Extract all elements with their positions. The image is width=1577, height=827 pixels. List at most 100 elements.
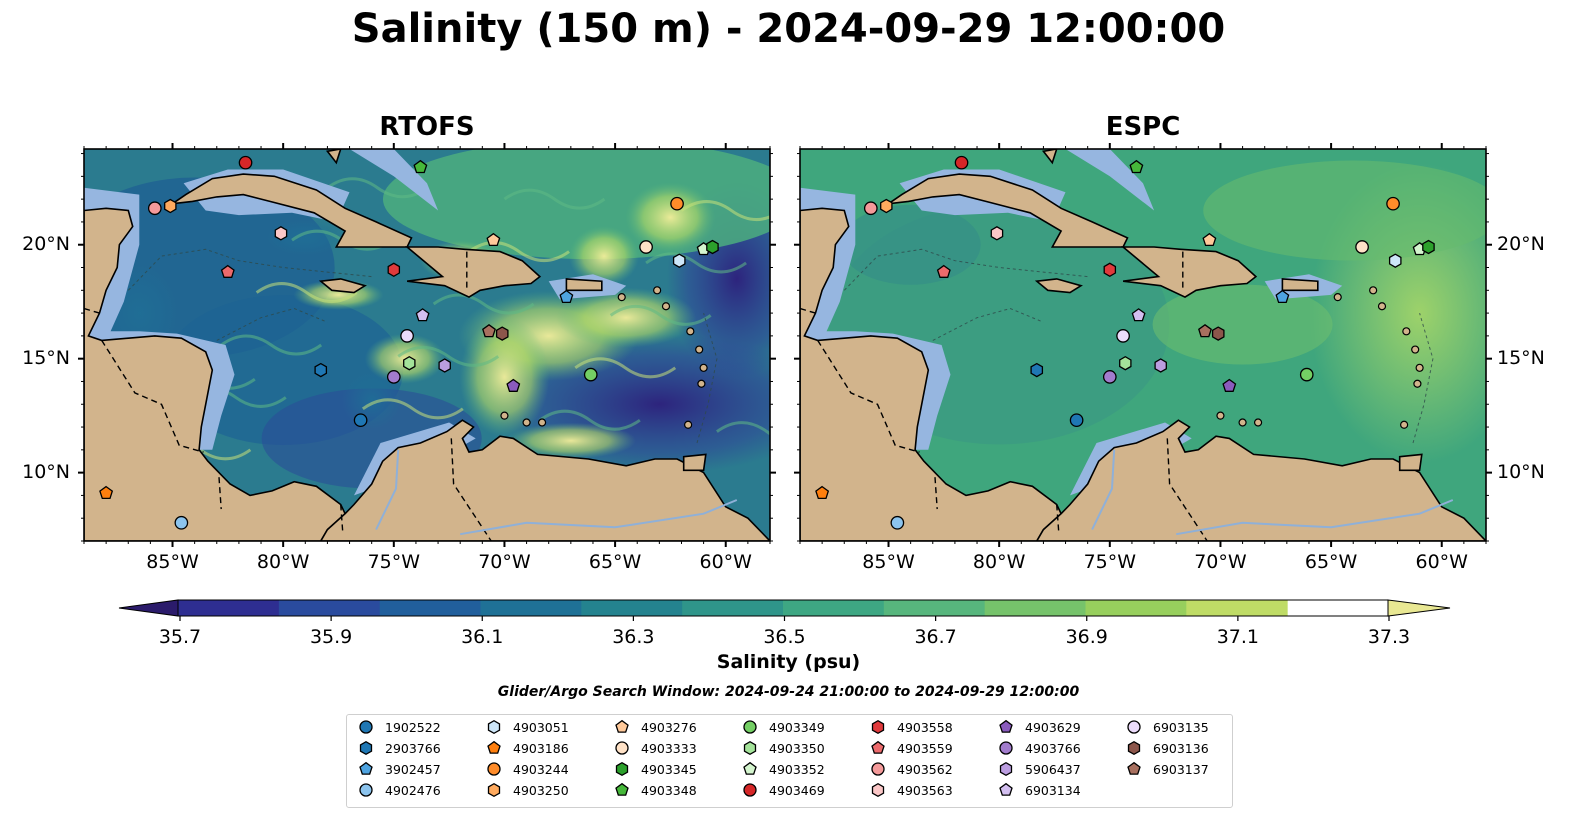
pentagon-marker-icon bbox=[999, 782, 1013, 796]
legend-item: 4903345 bbox=[613, 759, 697, 779]
y-tick-label-right: 15°N bbox=[1497, 346, 1545, 369]
float-marker-4903766 bbox=[386, 370, 401, 384]
legend-item: 4903766 bbox=[997, 738, 1081, 758]
legend-label: 1902522 bbox=[385, 719, 441, 735]
hexagon-marker-icon bbox=[615, 761, 629, 777]
legend-label: 4903333 bbox=[641, 740, 697, 756]
x-tick-label: 70°W bbox=[478, 551, 531, 573]
y-tick-label-right: 20°N bbox=[1497, 232, 1545, 255]
legend-label: 4903629 bbox=[1025, 719, 1081, 735]
float-marker-6903137 bbox=[482, 323, 496, 338]
float-marker-4903469 bbox=[954, 155, 969, 170]
colorbar-tick-label: 36.9 bbox=[1065, 626, 1108, 648]
float-marker-4903559 bbox=[220, 264, 235, 278]
x-tick-label: 65°W bbox=[1304, 551, 1358, 573]
hexagon-marker-icon bbox=[999, 761, 1013, 777]
legend-item: 5906437 bbox=[997, 759, 1081, 779]
float-marker-4903562 bbox=[863, 201, 878, 216]
legend-item: 4903333 bbox=[613, 738, 697, 758]
legend-item: 4903469 bbox=[741, 780, 825, 800]
float-marker-3902457 bbox=[559, 289, 574, 304]
legend-label: 4903469 bbox=[769, 782, 825, 798]
float-marker-4903333 bbox=[639, 240, 653, 254]
y-tick-label-right: 10°N bbox=[1497, 460, 1545, 483]
hexagon-marker-icon bbox=[871, 782, 885, 798]
float-marker-4903349 bbox=[1299, 367, 1314, 382]
colorbar-tick-label: 36.1 bbox=[461, 626, 504, 648]
colorbar-tick-label: 37.1 bbox=[1216, 626, 1260, 648]
float-marker-4903563 bbox=[990, 226, 1004, 241]
legend-label: 4903244 bbox=[513, 761, 569, 777]
legend-item: 4903250 bbox=[485, 780, 569, 800]
search-window-text: Glider/Argo Search Window: 2024-09-24 21… bbox=[497, 684, 1080, 700]
float-marker-4903051 bbox=[1388, 253, 1402, 268]
legend-label: 6903137 bbox=[1153, 761, 1209, 777]
x-tick-label: 75°W bbox=[367, 551, 421, 573]
legend-label: 6903134 bbox=[1025, 782, 1081, 798]
float-marker-6903134 bbox=[415, 308, 430, 322]
legend-label: 6903135 bbox=[1153, 719, 1209, 735]
pentagon-marker-icon bbox=[359, 761, 373, 775]
legend-label: 4903558 bbox=[897, 719, 953, 735]
x-tick-label: 70°W bbox=[1194, 551, 1247, 573]
circle-marker-icon bbox=[871, 762, 885, 776]
float-marker-1902522 bbox=[1069, 413, 1084, 428]
x-tick-label: 60°W bbox=[699, 551, 752, 573]
float-marker-4903276 bbox=[486, 232, 501, 247]
colorbar-label: Salinity (psu) bbox=[716, 651, 861, 673]
float-marker-4903558 bbox=[387, 262, 401, 278]
legend-item: 6903135 bbox=[1125, 717, 1209, 737]
legend-item: 4903629 bbox=[997, 717, 1081, 737]
legend-item: 4903559 bbox=[869, 738, 953, 758]
float-marker-4903350 bbox=[1119, 355, 1132, 371]
panel-title-rtofs: RTOFS bbox=[379, 112, 475, 142]
espc-map-panel bbox=[794, 143, 1492, 547]
hexagon-marker-icon bbox=[487, 782, 501, 798]
legend-item: 6903137 bbox=[1125, 759, 1209, 779]
legend-item: 1902522 bbox=[357, 717, 441, 737]
legend-label: 4903349 bbox=[769, 719, 825, 735]
float-marker-4903563 bbox=[274, 226, 288, 241]
colorbar-tick-label: 36.5 bbox=[763, 626, 806, 648]
circle-marker-icon bbox=[359, 720, 373, 734]
legend-item: 6903136 bbox=[1125, 738, 1209, 758]
legend-item: 4903276 bbox=[613, 717, 697, 737]
float-marker-4903629 bbox=[506, 378, 521, 392]
colorbar-tick-label: 35.7 bbox=[158, 626, 202, 648]
legend-label: 3902457 bbox=[385, 761, 441, 777]
legend-item: 3902457 bbox=[357, 759, 441, 779]
legend-item: 4903350 bbox=[741, 738, 825, 758]
float-marker-4903345 bbox=[706, 239, 719, 255]
pentagon-marker-icon bbox=[743, 761, 757, 775]
float-marker-4903333 bbox=[1355, 240, 1369, 254]
legend-item: 4902476 bbox=[357, 780, 441, 800]
float-marker-6903135 bbox=[400, 329, 414, 343]
x-tick-label: 85°W bbox=[146, 551, 199, 573]
hexagon-marker-icon bbox=[359, 740, 373, 756]
x-tick-label: 65°W bbox=[588, 551, 642, 573]
float-marker-4903349 bbox=[583, 367, 598, 382]
legend-label: 4903350 bbox=[769, 740, 825, 756]
legend-item: 6903134 bbox=[997, 780, 1081, 800]
float-marker-4903276 bbox=[1202, 232, 1217, 247]
circle-marker-icon bbox=[359, 783, 373, 797]
legend-label: 4903559 bbox=[897, 740, 953, 756]
float-marker-5906437 bbox=[1154, 358, 1167, 373]
legend-item: 4903349 bbox=[741, 717, 825, 737]
x-tick-label: 85°W bbox=[862, 551, 915, 573]
legend-item: 4903352 bbox=[741, 759, 825, 779]
x-tick-label: 80°W bbox=[256, 551, 310, 573]
float-marker-4903629 bbox=[1222, 378, 1237, 392]
legend-label: 4903186 bbox=[513, 740, 569, 756]
legend-item: 4903051 bbox=[485, 717, 569, 737]
legend-label: 4903348 bbox=[641, 782, 697, 798]
float-marker-2903766 bbox=[1030, 362, 1044, 378]
legend-item: 4903563 bbox=[869, 780, 953, 800]
legend-item: 4903558 bbox=[869, 717, 953, 737]
pentagon-marker-icon bbox=[487, 740, 501, 754]
legend-label: 2903766 bbox=[385, 740, 441, 756]
x-tick-label: 75°W bbox=[1083, 551, 1137, 573]
y-tick-label-left: 20°N bbox=[22, 232, 70, 255]
y-tick-label-left: 10°N bbox=[22, 460, 70, 483]
